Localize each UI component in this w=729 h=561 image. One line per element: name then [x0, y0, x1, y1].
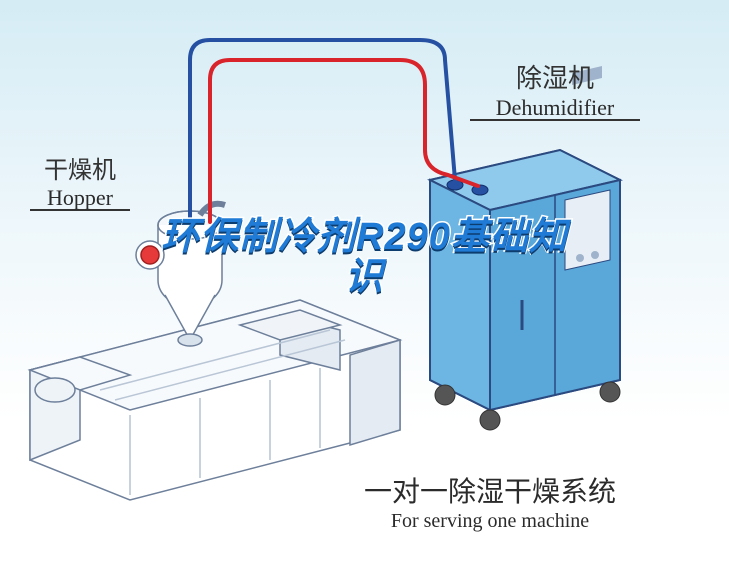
title-line-2: 识 [0, 258, 729, 298]
hopper-label: 干燥机 Hopper [30, 150, 130, 211]
dehumidifier-label-cn: 除湿机 [470, 58, 640, 95]
hopper-label-en: Hopper [30, 185, 130, 211]
dehumidifier-label-en: Dehumidifier [470, 95, 640, 121]
title-line-1: 环保制冷剂R290基础知 [0, 218, 729, 258]
title-overlay: 环保制冷剂R290基础知 识 [0, 218, 729, 298]
dehumidifier-label: 除湿机 Dehumidifier [470, 58, 640, 121]
hopper-label-cn: 干燥机 [30, 150, 130, 185]
caption-cn: 一对一除湿干燥系统 [300, 470, 680, 510]
caption-en: For serving one machine [300, 510, 680, 533]
pipe-blue [190, 40, 455, 218]
caption: 一对一除湿干燥系统 For serving one machine [300, 470, 680, 533]
